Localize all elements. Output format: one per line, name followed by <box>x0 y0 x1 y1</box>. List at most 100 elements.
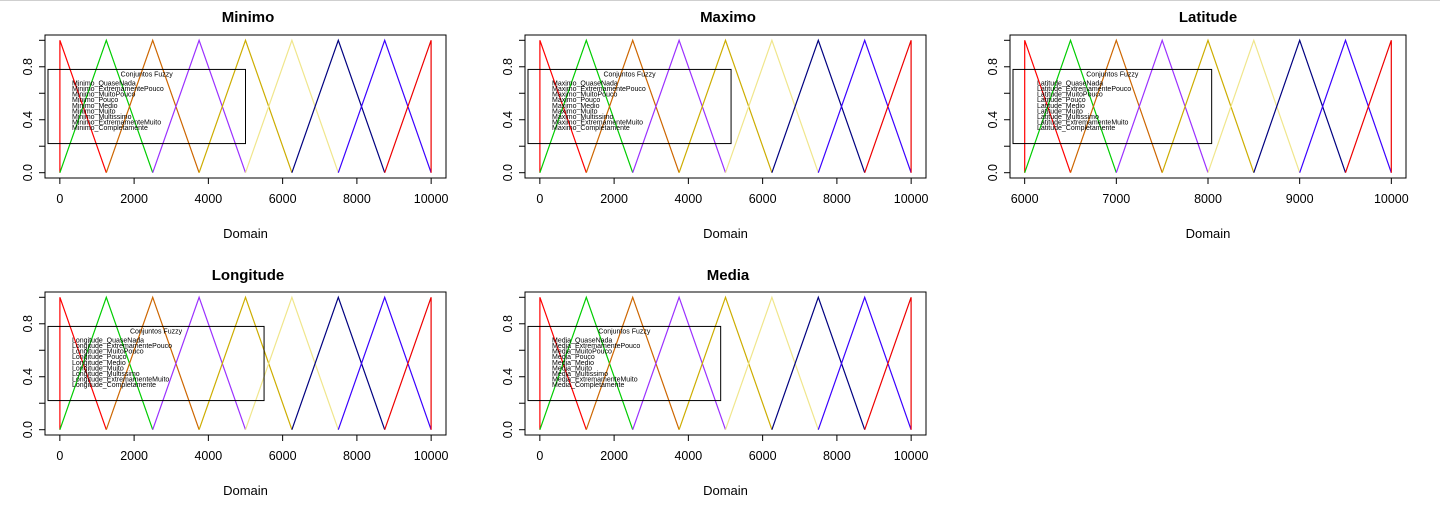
x-tick-label: 10000 <box>414 192 449 206</box>
plot-frame <box>44 34 447 179</box>
y-tick-label: 0.0 <box>501 164 515 181</box>
plot-frame <box>524 291 927 436</box>
series-line-3 <box>1069 38 1163 173</box>
y-tick-label: 0.0 <box>986 164 1000 181</box>
y-tick-label: 0.8 <box>21 58 35 75</box>
legend: Conjuntos FuzzyLatitude_QuaseNadaLatitud… <box>1012 68 1213 145</box>
x-tick-label: 4000 <box>194 449 222 463</box>
chart-maximo: Maximo 0 2000 4000 6000 8000 10000 0.0 0.4 0.8 Dom… <box>501 9 929 241</box>
legend-title: Conjuntos Fuzzy <box>130 328 183 335</box>
legend-entry: Latitude_Multissimo <box>1037 114 1099 121</box>
series-line-3 <box>585 295 680 430</box>
x-tick-label: 9000 <box>1286 192 1314 206</box>
x-axis-label: Domain <box>223 226 268 241</box>
series-line-5 <box>678 38 773 173</box>
legend-entry: Maximo_Muito <box>552 108 598 115</box>
x-axis-label: Domain <box>223 483 268 498</box>
y-tick-label: 0.8 <box>21 315 35 332</box>
chart-minimo: Minimo 0 2000 4000 6000 8000 10000 0.0 0.4 0.8 Dom… <box>21 9 449 241</box>
series-line-2 <box>539 295 634 430</box>
y-tick-label: 0.8 <box>501 58 515 75</box>
chart-media: Media 0 2000 4000 6000 8000 10000 0.0 0.4 0.8 Doma… <box>501 267 929 498</box>
x-tick-label: 0 <box>536 192 543 206</box>
series-line-8 <box>337 295 432 430</box>
series-line-6 <box>1207 38 1301 173</box>
x-tick-label: 0 <box>56 449 63 463</box>
series-line-2 <box>59 38 154 173</box>
legend-box <box>1012 68 1213 145</box>
legend-entry: Maximo_QuaseNada <box>552 80 618 87</box>
plot-frame <box>44 291 447 436</box>
legend: Conjuntos FuzzyMaximo_QuaseNadaMaximo_Ex… <box>527 68 732 145</box>
series-line-4 <box>632 295 727 430</box>
legend-entry: Latitude_Pouco <box>1037 97 1086 104</box>
legend-entry: Minimo_Multissimo <box>72 114 132 121</box>
series-line-4 <box>632 38 727 173</box>
series-line-9 <box>384 297 432 430</box>
legend-entry: Latitude_Muito <box>1037 108 1083 115</box>
legend-entry: Minimo_QuaseNada <box>72 80 136 87</box>
legend-entry: Maximo_Pouco <box>552 97 600 104</box>
series-line-5 <box>678 295 773 430</box>
series-line-8 <box>337 38 432 173</box>
series-line-3 <box>585 38 680 173</box>
legend-entry: Longitude_ExtremamentePouco <box>72 343 172 350</box>
legend-entry: Minimo_Muito <box>72 108 116 115</box>
legend-box <box>47 325 265 402</box>
x-tick-label: 8000 <box>1194 192 1222 206</box>
y-tick-label: 0.8 <box>501 315 515 332</box>
legend-entry: Media_QuaseNada <box>552 337 612 344</box>
series-line-3 <box>105 38 200 173</box>
legend-entry: Media_Completamente <box>552 382 624 389</box>
legend-entry: Media_ExtremamenteMuito <box>552 377 638 384</box>
legend-entry: Media_Multissimo <box>552 371 608 378</box>
x-tick-label: 2000 <box>120 449 148 463</box>
legend-entry: Longitude_Muito <box>72 365 124 372</box>
x-axis-label: Domain <box>1186 226 1231 241</box>
legend-entry: Maximo_ExtremamenteMuito <box>552 120 643 127</box>
legend-entry: Media_Pouco <box>552 354 595 361</box>
x-tick-label: 4000 <box>194 192 222 206</box>
x-tick-label: 8000 <box>343 192 371 206</box>
y-tick-label: 0.4 <box>986 111 1000 128</box>
y-tick-label: 0.4 <box>501 111 515 128</box>
series-line-2 <box>1024 38 1117 173</box>
legend-box <box>527 68 732 145</box>
series-line-1 <box>539 297 587 430</box>
series-line-9 <box>864 40 912 173</box>
chart-latitude: Latitude 6000 7000 8000 9000 10000 0.0 0.4 0.8 Do… <box>986 9 1409 241</box>
series-line-4 <box>152 295 247 430</box>
chart-title: Maximo <box>700 9 756 26</box>
legend-entry: Maximo_MuitoPouco <box>552 92 617 99</box>
x-tick-label: 6000 <box>269 449 297 463</box>
series-line-4 <box>152 38 247 173</box>
series-line-4 <box>1115 38 1209 173</box>
series-line-9 <box>384 40 432 173</box>
series-line-2 <box>539 38 634 173</box>
x-tick-label: 10000 <box>414 449 449 463</box>
top-divider <box>0 0 1440 1</box>
legend-box <box>47 68 246 145</box>
legend-title: Conjuntos Fuzzy <box>1086 71 1139 78</box>
x-tick-label: 10000 <box>894 449 929 463</box>
y-tick-label: 0.4 <box>501 368 515 385</box>
legend-entry: Minimo_Medio <box>72 103 118 110</box>
legend-entry: Maximo_Multissimo <box>552 114 614 121</box>
x-axis-label: Domain <box>703 226 748 241</box>
series-line-5 <box>198 38 293 173</box>
series-line-1 <box>1024 40 1072 173</box>
legend-entry: Latitude_QuaseNada <box>1037 80 1103 87</box>
series-line-6 <box>244 295 339 430</box>
series-line-7 <box>771 38 866 173</box>
legend-entry: Media_MuitoPouco <box>552 349 612 356</box>
legend-entry: Longitude_Medio <box>72 360 126 367</box>
series-line-7 <box>291 38 386 173</box>
x-tick-label: 0 <box>56 192 63 206</box>
legend-title: Conjuntos Fuzzy <box>598 328 651 335</box>
series-line-1 <box>59 297 107 430</box>
legend-entry: Latitude_ExtremamentePouco <box>1037 86 1131 93</box>
legend: Conjuntos FuzzyMinimo_QuaseNadaMinimo_Ex… <box>47 68 246 145</box>
y-tick-label: 0.4 <box>21 368 35 385</box>
